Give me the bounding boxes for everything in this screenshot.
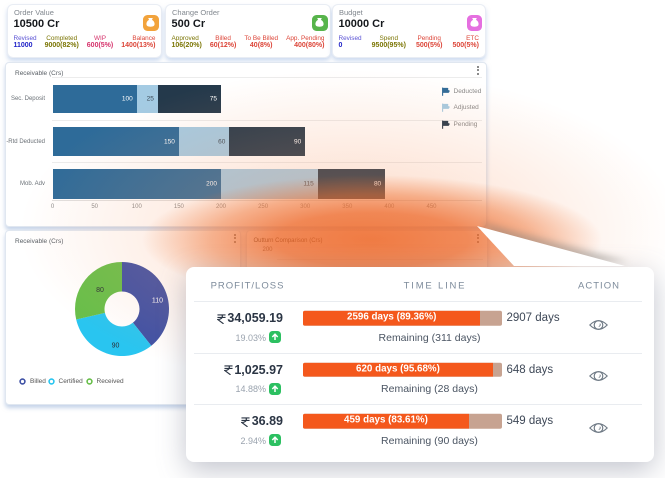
svg-text:110: 110 [152, 298, 163, 305]
svg-text:80: 80 [96, 287, 104, 294]
svg-text:90: 90 [112, 343, 120, 350]
